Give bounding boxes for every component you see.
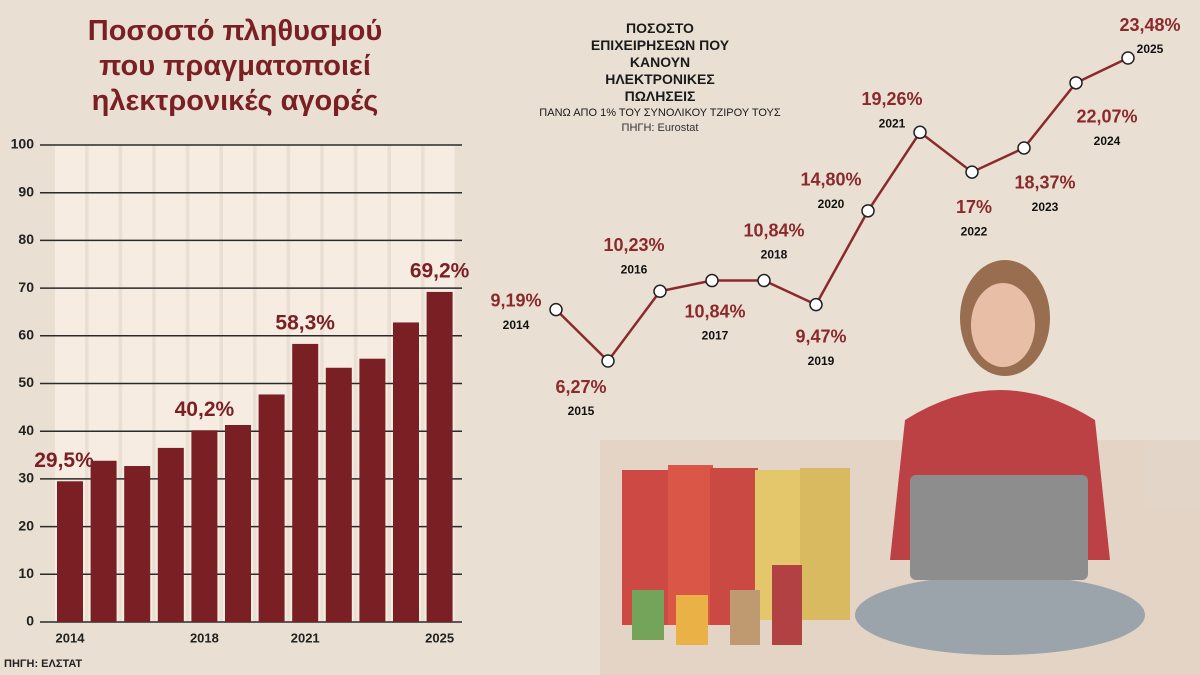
data-label: 19,26%	[861, 89, 922, 109]
data-label: 6,27%	[555, 377, 606, 397]
x-tick-label: 2019	[808, 354, 835, 368]
bag	[800, 468, 850, 620]
point	[965, 165, 979, 179]
y-tick-label: 0	[26, 613, 34, 629]
data-label: 29,5%	[34, 449, 94, 472]
y-tick-label: 50	[18, 374, 34, 390]
data-label: 10,23%	[603, 235, 664, 255]
bar	[325, 367, 352, 622]
data-label: 9,47%	[795, 326, 846, 346]
chart-title: Ποσοστό πληθυσμού που πραγματοποιεί ηλεκ…	[87, 15, 383, 117]
point	[1121, 51, 1135, 65]
y-tick-label: 80	[18, 231, 34, 247]
bag	[632, 590, 664, 640]
photo-decoration	[600, 260, 1200, 675]
x-tick-label: 2025	[425, 630, 454, 645]
bar	[258, 394, 285, 622]
x-tick-label: 2017	[702, 329, 729, 343]
point	[757, 273, 771, 288]
data-label: 14,80%	[800, 170, 861, 190]
y-tick-label: 90	[18, 183, 34, 199]
data-label: 9,19%	[490, 290, 541, 310]
laptop	[910, 475, 1088, 580]
data-label: 22,07%	[1076, 107, 1137, 127]
data-label: 10,84%	[743, 220, 804, 240]
x-tick-label: 2023	[1032, 200, 1059, 214]
bar	[157, 447, 184, 622]
line	[555, 56, 1129, 363]
y-tick-label: 30	[18, 470, 34, 486]
y-tick-label: 70	[18, 279, 34, 295]
bar	[124, 466, 151, 622]
data-label: 23,48%	[1119, 15, 1180, 35]
bar	[426, 291, 453, 622]
point	[549, 302, 563, 317]
data-label: 69,2%	[410, 259, 470, 282]
chart-title: ΠΟΣΟΣΤΟ ΕΠΙΧΕΙΡΗΣΕΩΝ ΠΟΥ ΚΑΝΟΥΝ ΗΛΕΚΤΡΟΝ…	[590, 20, 730, 104]
x-tick-label: 2014	[56, 630, 86, 645]
point	[1069, 76, 1083, 90]
bar	[359, 358, 386, 622]
bag	[676, 595, 708, 645]
chart-subtitle: ΠΑΝΩ ΑΠΟ 1% ΤΟΥ ΣΥΝΟΛΙΚΟΥ ΤΖΙΡΟΥ ΤΟΥΣ	[539, 107, 781, 119]
bar	[191, 430, 218, 622]
point	[861, 204, 875, 218]
x-tick-label: 2024	[1094, 134, 1121, 148]
bag	[730, 590, 760, 645]
x-tick-label: 2022	[961, 224, 988, 238]
data-label: 58,3%	[275, 311, 335, 334]
x-tick-label: 2018	[761, 248, 788, 262]
jeans	[855, 575, 1145, 655]
x-tick-label: 2015	[568, 404, 595, 418]
face	[971, 283, 1035, 367]
x-tick-label: 2016	[621, 262, 648, 276]
y-tick-label: 100	[11, 136, 35, 152]
bar	[90, 460, 117, 622]
point	[653, 284, 667, 299]
data-label: 40,2%	[175, 398, 235, 421]
data-label: 18,37%	[1014, 173, 1075, 193]
x-tick-label: 2021	[879, 116, 906, 130]
point	[601, 354, 615, 368]
y-tick-label: 10	[18, 565, 34, 581]
bar	[225, 424, 251, 622]
data-label: 17%	[956, 197, 992, 217]
data-label: 10,84%	[684, 301, 745, 321]
x-tick-label: 2018	[190, 630, 219, 645]
point	[705, 273, 719, 288]
bar	[57, 481, 83, 622]
bag	[772, 565, 802, 645]
point	[913, 125, 927, 140]
x-tick-label: 2025	[1137, 42, 1164, 56]
source: ΠΗΓΗ: ΕΛΣΤΑΤ	[4, 658, 82, 670]
y-tick-label: 60	[18, 327, 34, 343]
x-tick-label: 2020	[818, 197, 845, 211]
point	[1017, 141, 1031, 155]
source: ΠΗΓΗ: Eurostat	[621, 122, 699, 134]
point	[809, 297, 823, 312]
y-tick-label: 40	[18, 422, 34, 438]
bar	[292, 343, 319, 622]
y-tick-label: 20	[18, 517, 34, 533]
bar	[393, 322, 419, 622]
x-tick-label: 2021	[291, 630, 320, 645]
x-tick-label: 2014	[503, 318, 530, 332]
